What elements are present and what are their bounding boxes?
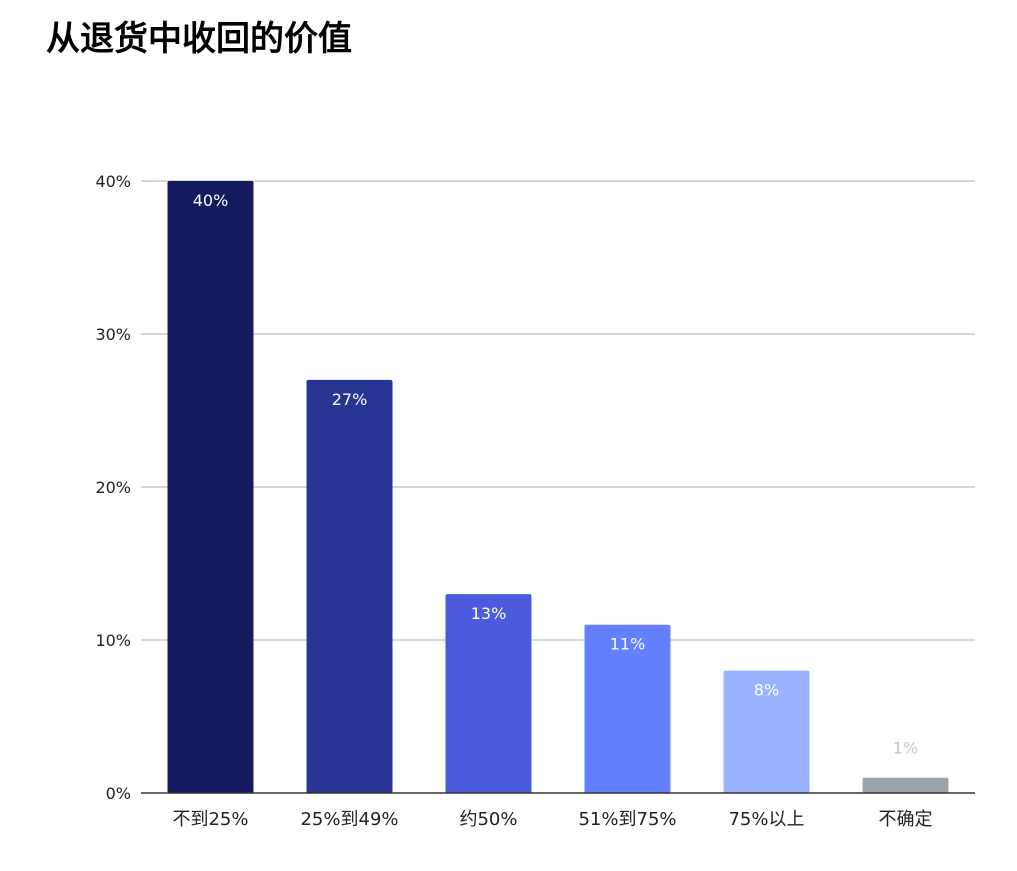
x-category-label: 25%到49% — [300, 809, 398, 830]
x-category-label: 51%到75% — [578, 809, 676, 830]
x-category-label: 不到25% — [172, 809, 248, 830]
bar — [445, 594, 532, 793]
y-tick-label: 0% — [106, 784, 131, 803]
gridlines — [141, 180, 975, 641]
bar — [306, 379, 393, 793]
data-label: 11% — [610, 635, 646, 654]
y-tick-label: 20% — [95, 478, 131, 497]
x-category-label: 75%以上 — [728, 809, 804, 830]
data-label: 1% — [893, 739, 918, 758]
data-label: 13% — [471, 604, 507, 623]
bar — [584, 624, 671, 793]
data-labels: 40% 27% 13% 11% 8% 1% — [193, 191, 918, 758]
bar — [167, 181, 254, 793]
y-tick-label: 10% — [95, 631, 131, 650]
data-label: 40% — [193, 191, 229, 210]
chart-title: 从退货中收回的价值 — [46, 19, 352, 59]
bar — [723, 670, 810, 793]
bars — [167, 181, 949, 793]
x-category-label: 不确定 — [879, 809, 933, 830]
bar — [862, 777, 949, 793]
y-axis-ticks: 0% 10% 20% 30% 40% — [95, 172, 131, 803]
y-tick-label: 30% — [95, 325, 131, 344]
x-category-label: 约50% — [459, 809, 517, 830]
x-axis-categories: 不到25% 25%到49% 约50% 51%到75% 75%以上 不确定 — [172, 809, 932, 830]
data-label: 27% — [332, 390, 368, 409]
y-tick-label: 40% — [95, 172, 131, 191]
data-label: 8% — [754, 681, 779, 700]
